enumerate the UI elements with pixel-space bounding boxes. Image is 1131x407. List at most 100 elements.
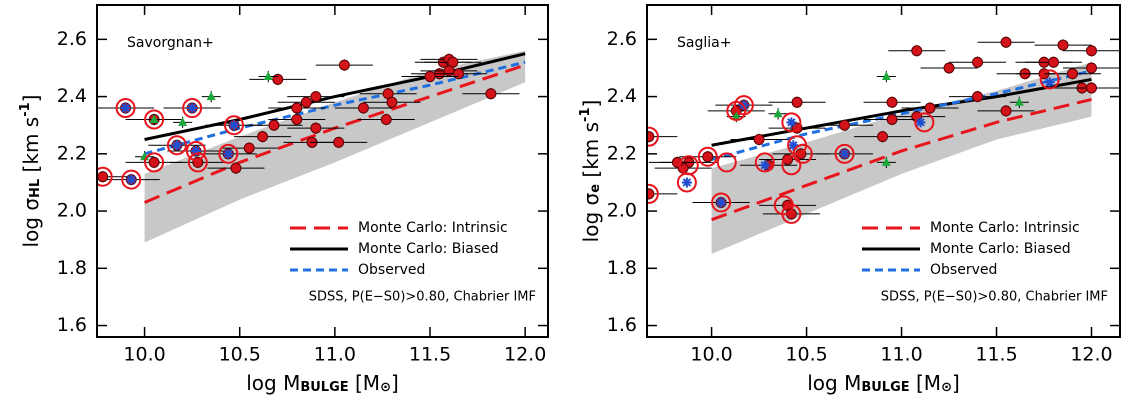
point [126,174,137,185]
y-tick-label: 2.0 [57,200,87,222]
x-label: log MBULGE [M⊙] [246,371,399,396]
y-tick-label: 2.6 [57,28,87,50]
point [310,122,322,134]
point [229,120,240,131]
x-label-part: ] [952,371,960,395]
point [915,117,926,128]
x-label-part: BULGE [861,380,909,395]
point [711,192,732,213]
point [791,96,803,108]
point [786,117,797,128]
point [731,111,741,121]
point [148,156,160,168]
point [781,112,802,133]
point [972,91,984,103]
point [781,155,802,176]
point [144,109,165,130]
point [1086,62,1098,74]
point [97,166,113,187]
point [681,177,692,188]
y-tick-label: 1.6 [607,314,637,336]
note: SDSS, P(E−S0)>0.80, Chabrier IMF [309,290,536,305]
x-label: log MBULGE [M⊙] [807,371,960,396]
x-tick-label: 11.5 [975,344,1017,366]
point [972,56,984,68]
point [781,203,802,224]
point [182,98,203,119]
point [178,117,188,126]
point [115,98,136,119]
point [171,140,182,151]
point [753,134,765,146]
point [121,169,142,190]
point [754,152,775,173]
y-label-part: ] [579,100,603,108]
point [911,45,923,57]
y-label-part: [km s [579,122,603,184]
point [300,96,312,108]
point [702,151,714,163]
point [257,131,269,143]
point [697,146,718,167]
legend-label: Monte Carlo: Intrinsic [930,220,1080,236]
x-tick-label: 10.5 [219,344,261,366]
model-line [711,97,1092,222]
y-tick-label: 1.6 [57,314,87,336]
y-tick-label: 2.2 [57,142,87,164]
x-tick-label: 11.0 [314,344,356,366]
model-line [711,77,1092,147]
panel: 10.0 10.5 11.0 11.5 12.0 1.6 1.8 2.0 2.2 2.4 2.6 lo… [578,4,1121,396]
point [272,73,284,85]
point [166,135,187,156]
point [788,140,799,151]
point [453,68,465,80]
point [223,148,234,159]
model-line [711,69,1092,161]
x-label-part: log M [246,371,300,395]
x-tick-label: 10.5 [785,344,827,366]
point [1044,77,1055,88]
annotation: Saglia+ [677,35,731,51]
point [881,157,891,166]
plot-frame [96,4,549,338]
point [647,131,655,143]
point [338,59,350,71]
plot-area [647,36,1120,254]
point [716,197,727,208]
point [190,145,201,156]
point [733,95,754,116]
point [773,108,783,118]
point [792,143,813,164]
point [839,119,851,131]
point [263,71,273,81]
point [120,103,131,114]
point [676,172,697,193]
x-label-part: log M [807,371,861,395]
point [144,152,165,173]
point [1014,97,1024,106]
x-label-part: ⊙ [941,380,952,395]
point [839,148,850,159]
point [834,143,855,164]
point [187,152,208,173]
y-tick-label: 2.0 [607,200,637,222]
point [647,126,659,147]
x-label-part: [M [910,371,941,395]
y-label-part: HL [28,179,43,198]
y-label-part: log σ [19,198,43,248]
point [218,143,239,164]
legend-label: Observed [930,262,997,278]
point [443,65,455,77]
plot-frame [646,4,1121,338]
x-tick-label: 11.5 [409,344,451,366]
x-tick-label: 11.0 [880,344,922,366]
point [924,102,936,114]
point [1086,82,1098,94]
point [291,102,303,114]
y-tick-label: 2.6 [607,28,637,50]
point [881,71,891,81]
point [424,71,436,83]
y-tick-label: 2.2 [607,142,637,164]
point [1086,45,1098,57]
